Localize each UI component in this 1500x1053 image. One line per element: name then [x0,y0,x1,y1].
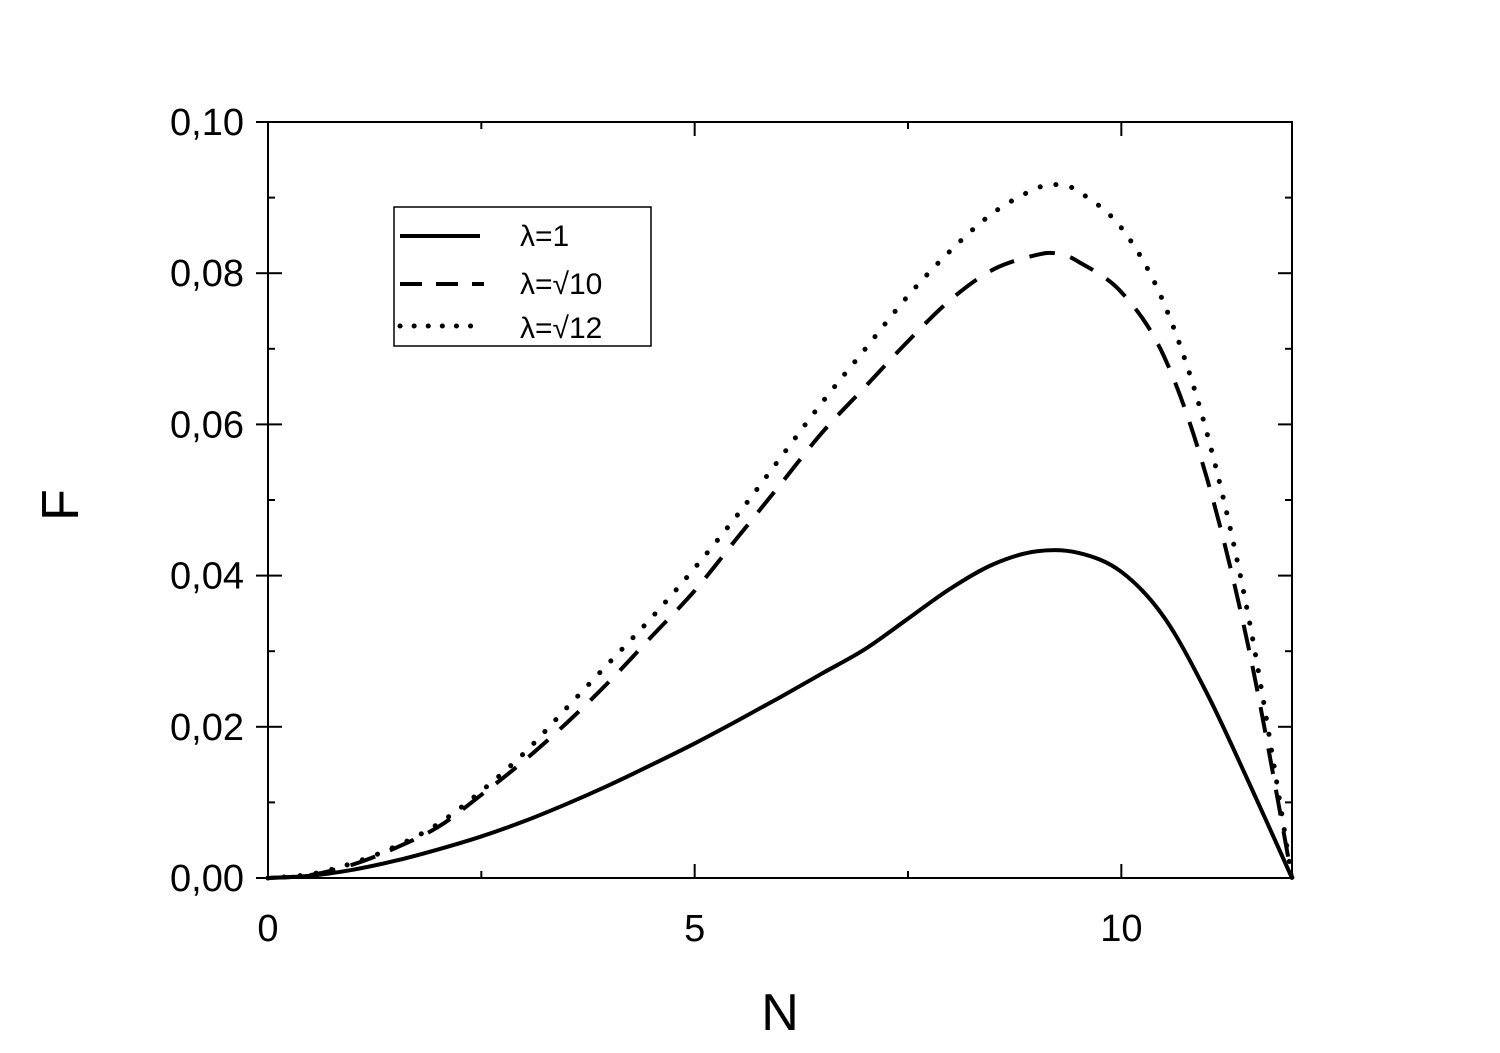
series-line-1 [267,548,1294,880]
y-tick-label: 0,08 [170,253,244,295]
legend-label-2: λ=√10 [520,268,602,301]
x-tick-label: 5 [684,908,705,950]
legend-box [393,206,652,347]
y-tick-label: 0,00 [170,858,244,900]
y-tick-label: 0,06 [170,404,244,446]
legend-label-1: λ=1 [520,220,569,253]
y-tick-label: 0,04 [170,556,244,598]
x-axis-title: N [761,984,799,1042]
legend: λ=1 λ=√10 λ=√12 [393,206,652,347]
x-tick-label: 10 [1100,908,1142,950]
axis-ticks: 0 5 10 0,00 0,02 0,04 0,06 0,08 0,10 [170,102,1292,950]
legend-label-3: λ=√12 [520,312,602,345]
series-lines [265,181,1295,881]
plot-frame [267,121,1293,879]
x-tick-label: 0 [257,908,278,950]
y-axis-title: F [32,489,90,521]
y-tick-label: 0,02 [170,707,244,749]
y-tick-label: 0,10 [170,102,244,144]
